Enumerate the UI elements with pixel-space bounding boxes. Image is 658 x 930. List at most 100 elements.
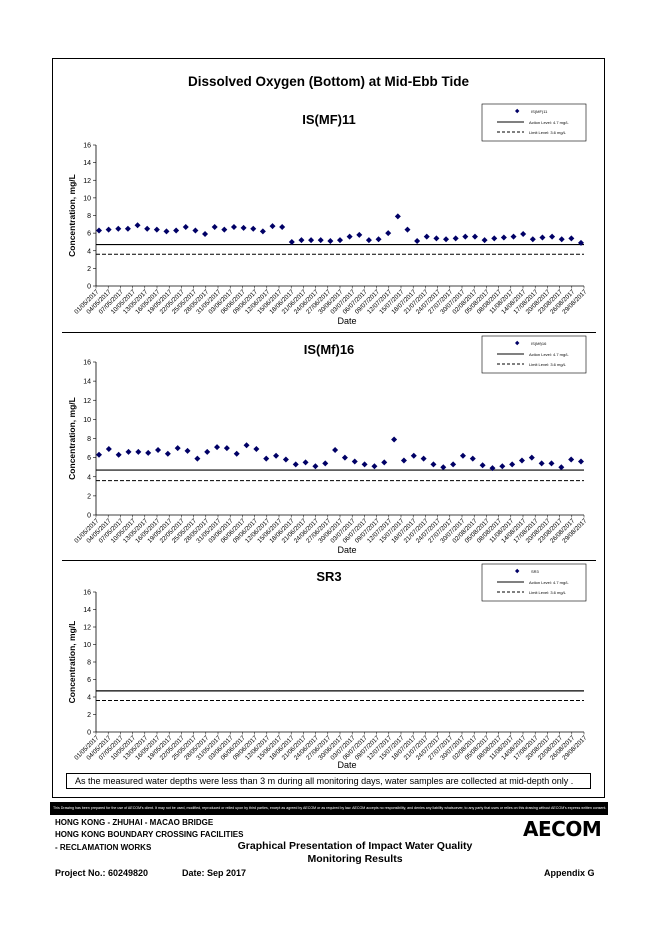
y-tick-label: 4 bbox=[87, 695, 91, 702]
data-point bbox=[164, 450, 171, 457]
data-point bbox=[391, 436, 398, 443]
y-tick-label: 2 bbox=[87, 493, 91, 500]
y-tick-label: 6 bbox=[87, 231, 91, 238]
data-point bbox=[332, 446, 339, 453]
data-point bbox=[440, 464, 447, 471]
y-tick-label: 8 bbox=[87, 436, 91, 443]
data-point bbox=[292, 461, 299, 468]
data-point bbox=[539, 234, 546, 241]
data-point bbox=[518, 457, 525, 464]
data-point bbox=[414, 238, 421, 245]
data-point bbox=[250, 225, 257, 232]
legend-marker-icon bbox=[515, 108, 520, 114]
data-point bbox=[568, 456, 575, 463]
data-point bbox=[145, 449, 152, 456]
y-tick-label: 14 bbox=[83, 379, 91, 386]
x-axis-label: Date bbox=[337, 316, 356, 326]
data-point bbox=[202, 231, 209, 238]
disclaimer-bar: This Drawing has been prepared for the u… bbox=[50, 802, 608, 815]
data-point bbox=[204, 448, 211, 455]
data-point bbox=[182, 223, 189, 230]
data-point bbox=[341, 454, 348, 461]
figure-frame bbox=[52, 58, 605, 798]
y-tick-label: 12 bbox=[83, 625, 91, 632]
footer-project-line1: HONG KONG - ZHUHAI - MACAO BRIDGE bbox=[55, 818, 214, 827]
data-point bbox=[538, 460, 545, 467]
data-point bbox=[194, 455, 201, 462]
data-point bbox=[351, 458, 358, 465]
data-point bbox=[230, 223, 237, 230]
legend-label: IS(MF)11 bbox=[531, 109, 548, 114]
legend-label: IS(Mf)16 bbox=[531, 341, 547, 346]
chart-separator bbox=[62, 560, 596, 561]
data-point bbox=[153, 226, 160, 233]
data-point bbox=[549, 233, 556, 240]
data-point bbox=[356, 231, 363, 238]
data-point bbox=[375, 236, 382, 243]
data-point bbox=[134, 222, 141, 229]
y-tick-label: 6 bbox=[87, 677, 91, 684]
legend: IS(Mf)16 Action Level: 4.7 mg/L Limit Leve… bbox=[481, 335, 587, 374]
data-point bbox=[144, 225, 151, 232]
data-point bbox=[500, 234, 507, 241]
data-point bbox=[499, 463, 506, 470]
data-point bbox=[471, 233, 478, 240]
data-point bbox=[365, 237, 372, 244]
data-point bbox=[489, 465, 496, 472]
data-point bbox=[243, 442, 250, 449]
data-point bbox=[221, 226, 228, 233]
chart-title: SR3 bbox=[316, 569, 341, 584]
footer-project-number: Project No.: 60249820 bbox=[55, 868, 149, 878]
y-tick-label: 0 bbox=[87, 513, 91, 520]
legend-label: Action Level: 4.7 mg/L bbox=[529, 580, 569, 585]
data-point bbox=[558, 464, 565, 471]
data-point bbox=[211, 223, 218, 230]
chart-2: IS(Mf)16 IS(Mf)16 Action Level: 4.7 mg/L Li… bbox=[0, 333, 658, 560]
data-point bbox=[337, 237, 343, 244]
y-tick-label: 2 bbox=[87, 266, 91, 273]
chart-3: SR3 SR3 Action Level: 4.7 mg/L Limit Level:… bbox=[0, 561, 658, 771]
data-point bbox=[269, 223, 276, 230]
legend-label: SR3 bbox=[531, 569, 540, 574]
data-point bbox=[288, 238, 295, 245]
footer-project-line2: HONG KONG BOUNDARY CROSSING FACILITIES bbox=[55, 830, 244, 839]
y-axis-label: Concentration, mg/L bbox=[67, 621, 77, 704]
data-point bbox=[223, 445, 230, 452]
data-point bbox=[96, 451, 102, 458]
data-point bbox=[491, 235, 498, 242]
data-point bbox=[462, 233, 469, 240]
data-point bbox=[430, 461, 437, 468]
y-tick-label: 0 bbox=[87, 284, 91, 291]
chart-1: IS(MF)11 IS(MF)11 Action Level: 4.7 mg/L Li… bbox=[0, 100, 658, 332]
chart-2-svg: IS(Mf)16 IS(Mf)16 Action Level: 4.7 mg/L Li… bbox=[67, 335, 589, 555]
chart-title: IS(Mf)16 bbox=[304, 342, 355, 357]
chart-title: IS(MF)11 bbox=[302, 112, 355, 127]
y-tick-label: 4 bbox=[87, 474, 91, 481]
data-point bbox=[317, 237, 324, 244]
data-point bbox=[548, 460, 555, 467]
footer-title-line2: Monitoring Results bbox=[307, 853, 403, 865]
data-point bbox=[125, 448, 132, 455]
x-axis-label: Date bbox=[337, 760, 356, 770]
footer-date: Date: Sep 2017 bbox=[182, 868, 247, 878]
data-point bbox=[105, 446, 112, 453]
data-point bbox=[214, 444, 221, 451]
y-tick-label: 12 bbox=[83, 178, 91, 185]
data-point bbox=[233, 450, 240, 457]
data-point bbox=[510, 233, 517, 240]
y-axis-label: Concentration, mg/L bbox=[67, 174, 77, 257]
y-tick-label: 8 bbox=[87, 660, 91, 667]
data-point bbox=[400, 457, 407, 464]
data-point bbox=[443, 236, 450, 243]
data-point bbox=[509, 461, 516, 468]
data-point bbox=[322, 460, 329, 467]
sampling-note: As the measured water depths were less t… bbox=[66, 773, 591, 789]
chart-3-svg: SR3 SR3 Action Level: 4.7 mg/L Limit Level:… bbox=[67, 563, 589, 770]
y-tick-label: 16 bbox=[83, 590, 91, 597]
data-point bbox=[184, 447, 191, 454]
data-point bbox=[394, 213, 401, 220]
data-point bbox=[163, 228, 170, 235]
chart-1-svg: IS(MF)11 IS(MF)11 Action Level: 4.7 mg/L Li… bbox=[67, 103, 589, 326]
data-point bbox=[259, 228, 266, 235]
data-point bbox=[371, 463, 378, 470]
